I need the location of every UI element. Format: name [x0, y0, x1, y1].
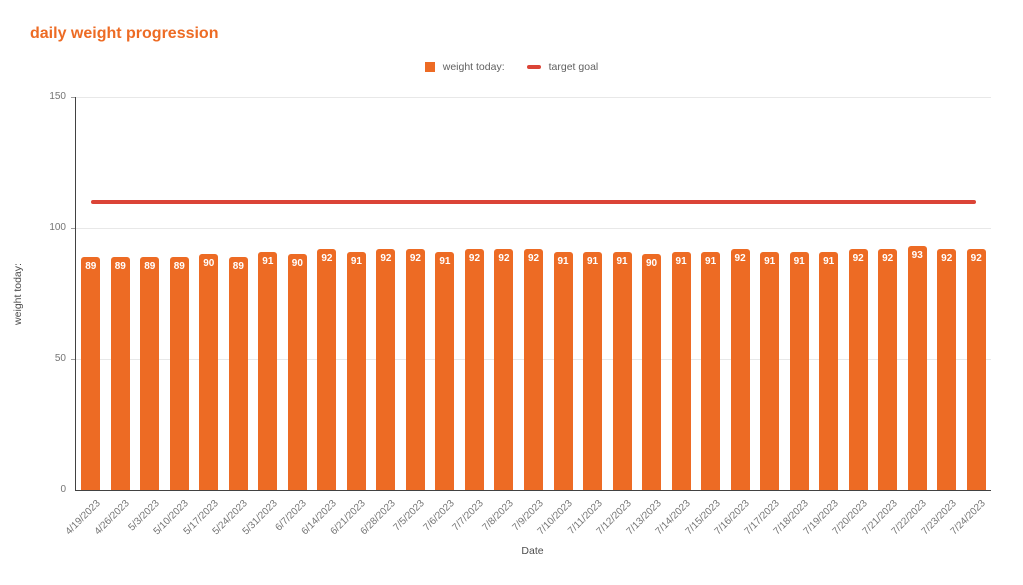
bar-value-label: 92: [380, 252, 392, 264]
gridline: [76, 96, 991, 98]
bar: 91: [346, 251, 366, 490]
y-tick-mark: [71, 96, 75, 98]
bar-value-label: 90: [646, 258, 658, 270]
bar-value-label: 91: [557, 255, 569, 267]
bar: 89: [110, 256, 130, 490]
bar-value-label: 92: [468, 252, 481, 264]
legend-label-target-goal: target goal: [548, 61, 599, 73]
bar: 90: [642, 254, 662, 490]
bar: 91: [789, 251, 809, 490]
bar-value-label: 90: [291, 258, 303, 270]
bar: 90: [287, 254, 307, 490]
bar-value-label: 91: [705, 255, 717, 267]
bar: 92: [848, 248, 868, 490]
bar: 92: [524, 248, 543, 490]
target-goal-line: [90, 199, 977, 204]
legend-square-icon: [424, 62, 435, 72]
bar-value-label: 89: [114, 260, 126, 272]
bar-value-label: 92: [852, 252, 864, 264]
bar-value-label: 89: [232, 260, 244, 272]
bar: 91: [671, 251, 691, 490]
bar: 89: [81, 256, 101, 490]
bar: 91: [819, 251, 839, 490]
bar-value-label: 91: [439, 255, 451, 267]
y-tick-label: 100: [49, 222, 66, 233]
bar: 92: [405, 248, 425, 490]
bar: 89: [140, 256, 160, 490]
bar: 92: [878, 248, 898, 490]
bar: 91: [258, 251, 278, 490]
bar: 92: [966, 248, 986, 490]
bar-value-label: 91: [350, 255, 362, 267]
bar: 93: [907, 246, 927, 490]
bar-value-label: 91: [823, 255, 835, 267]
bar: 92: [464, 248, 484, 490]
bar: 89: [169, 256, 189, 490]
chart-title: daily weight progression: [30, 25, 219, 42]
legend-item-weight-today: weight today:: [424, 61, 505, 73]
bar-value-label: 92: [409, 252, 421, 264]
bar-value-label: 89: [144, 260, 156, 272]
bar-value-label: 92: [498, 252, 510, 264]
bar-value-label: 91: [616, 255, 628, 267]
bar-value-label: 92: [882, 252, 894, 264]
y-tick-label: 150: [49, 91, 66, 102]
bar: 92: [937, 248, 957, 490]
chart-legend: weight today: target goal: [0, 61, 1023, 73]
bar-value-label: 89: [173, 260, 185, 272]
bar: 90: [199, 254, 219, 490]
y-tick-mark: [71, 358, 75, 360]
gridline: [76, 227, 991, 229]
bar-value-label: 91: [793, 255, 805, 267]
y-tick-label: 0: [60, 484, 66, 495]
legend-line-icon: [526, 65, 541, 69]
bar-value-label: 92: [734, 252, 746, 264]
bar-value-label: 92: [970, 252, 982, 264]
bar: 91: [583, 251, 603, 490]
bar: 92: [494, 248, 514, 490]
bar-value-label: 92: [321, 252, 333, 264]
bar-value-label: 90: [203, 258, 215, 270]
bar: 89: [228, 256, 248, 490]
bar-value-label: 93: [911, 250, 923, 262]
y-axis-title: weight today:: [12, 263, 24, 325]
bar-value-label: 92: [527, 252, 540, 264]
bar: 92: [317, 248, 337, 490]
bar: 92: [376, 248, 396, 490]
bar-value-label: 91: [262, 255, 274, 267]
legend-item-target-goal: target goal: [526, 61, 599, 73]
bar: 91: [435, 251, 455, 490]
bar-value-label: 91: [586, 255, 599, 267]
plot-area: 89 89 89 89 90 89 91 90 92 91 92 92 91 92 92 92 91 91 91 90…: [71, 96, 991, 491]
legend-label-weight-today: weight today:: [442, 61, 505, 73]
y-tick-label: 50: [54, 353, 66, 364]
y-tick-mark: [71, 227, 75, 229]
bar: 91: [701, 251, 721, 490]
bar: 91: [612, 251, 632, 490]
x-axis-title: Date: [521, 545, 544, 557]
bar-value-label: 89: [85, 260, 97, 272]
bar-value-label: 91: [675, 255, 687, 267]
bar: 92: [730, 248, 750, 490]
bar-value-label: 91: [764, 255, 776, 267]
bar-value-label: 92: [941, 252, 953, 264]
bar: 91: [553, 251, 573, 490]
bar: 91: [760, 251, 780, 490]
